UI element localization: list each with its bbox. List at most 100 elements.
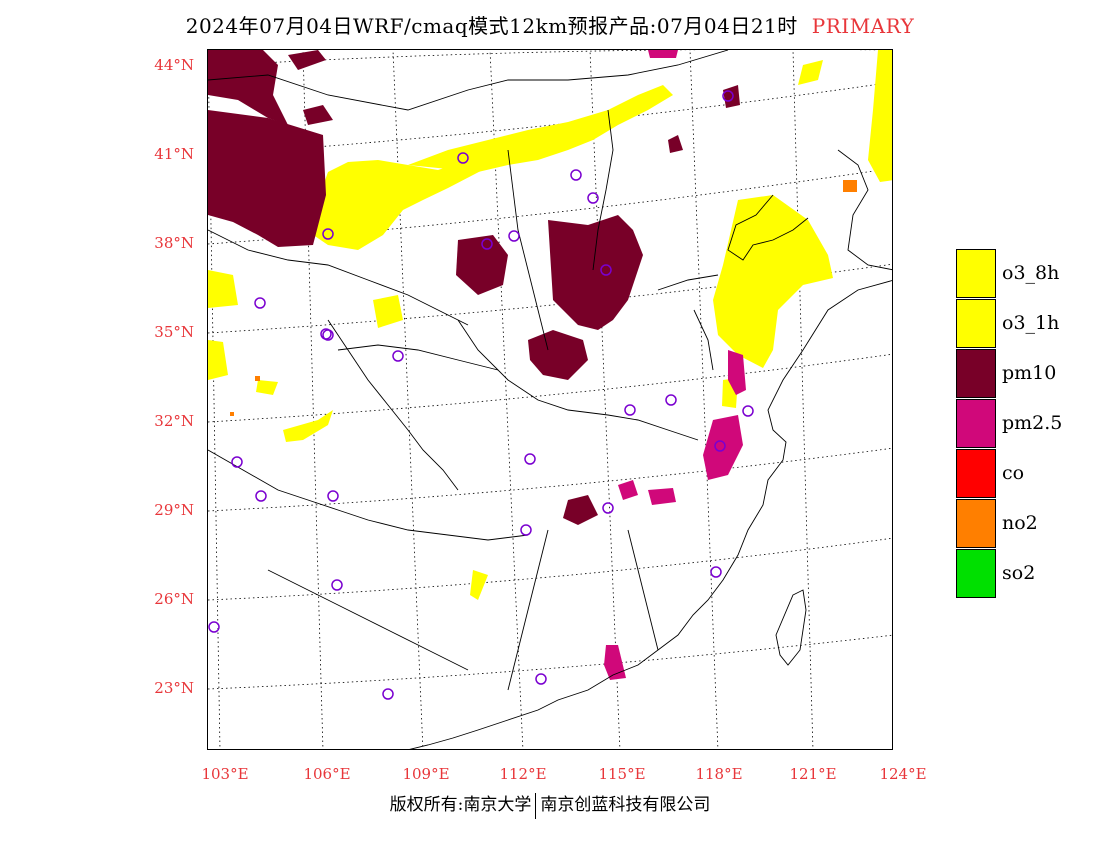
- coastline: [409, 280, 892, 749]
- meridian-118: [689, 50, 719, 749]
- station-marker: [322, 228, 334, 240]
- station-marker: [392, 350, 404, 362]
- provincial-12: [657, 274, 719, 291]
- lat-label-41: 41°N: [154, 145, 194, 163]
- meridian-121: [792, 50, 814, 749]
- no2-patch-3: [230, 412, 234, 416]
- pm25-jiangxi: [618, 480, 638, 500]
- lat-label-23: 23°N: [154, 679, 194, 697]
- pm25-shanghai: [703, 415, 743, 480]
- legend-label: so2: [1002, 562, 1036, 584]
- o3-small-4: [373, 295, 403, 328]
- provincial-4: [457, 319, 699, 441]
- station-marker: [331, 579, 343, 591]
- legend-swatch: [956, 299, 996, 348]
- copyright-separator: [535, 792, 537, 819]
- station-marker: [714, 440, 726, 452]
- o3-northeast-patch: [798, 60, 823, 85]
- o3-small-2: [256, 380, 278, 395]
- legend-row-o3-1h: o3_1h: [956, 299, 1096, 349]
- lat-label-44: 44°N: [154, 56, 194, 74]
- o3-sw-patch-2: [283, 410, 333, 442]
- station-marker: [524, 453, 536, 465]
- lon-label-118: 118°E: [695, 765, 743, 783]
- pm10-central-1: [456, 235, 508, 295]
- station-marker: [254, 297, 266, 309]
- pm25-regions: [604, 50, 746, 680]
- o3-regions: [208, 50, 892, 600]
- provincial-10: [337, 344, 499, 371]
- map-title: 2024年07月04日WRF/cmaq模式12km预报产品:07月04日21时 P…: [0, 10, 1100, 39]
- lon-label-121: 121°E: [789, 765, 837, 783]
- station-marker: [665, 394, 677, 406]
- pm10-misc-2: [303, 105, 333, 125]
- northern-border: [208, 50, 729, 111]
- title-primary-tag: PRIMARY: [811, 14, 915, 38]
- station-marker: [231, 456, 243, 468]
- title-main: 2024年07月04日WRF/cmaq模式12km预报产品:07月04日21时: [185, 14, 798, 38]
- station-marker: [508, 230, 520, 242]
- pm25-jiangsu: [728, 350, 746, 395]
- parallel-32: [208, 353, 892, 423]
- station-marker: [722, 90, 734, 102]
- o3-far-east-strip: [868, 50, 892, 182]
- o3-sw-patch-1: [208, 340, 228, 380]
- provincial-11: [693, 309, 714, 371]
- pm10-misc-1: [288, 50, 326, 70]
- pm10-regions: [208, 50, 740, 525]
- legend-row-co: co: [956, 449, 1096, 499]
- lat-label-35: 35°N: [154, 323, 194, 341]
- pm25-guangdong: [604, 645, 626, 680]
- legend-label: pm10: [1002, 362, 1057, 384]
- lon-label-106: 106°E: [303, 765, 351, 783]
- legend-label: o3_1h: [1002, 312, 1060, 334]
- legend-row-so2: so2: [956, 549, 1096, 599]
- no2-regions: [230, 180, 857, 416]
- station-marker: [570, 169, 582, 181]
- taiwan: [775, 589, 807, 666]
- boundaries: [208, 50, 892, 749]
- legend-label: no2: [1002, 512, 1038, 534]
- parallel-26: [208, 537, 892, 601]
- provincial-3: [208, 449, 529, 541]
- stations: [208, 90, 754, 700]
- pm10-hebei-shanxi: [548, 215, 643, 330]
- lon-label-112: 112°E: [499, 765, 547, 783]
- station-marker: [600, 264, 612, 276]
- lon-label-115: 115°E: [598, 765, 646, 783]
- legend-swatch: [956, 449, 996, 498]
- parallel-38: [208, 167, 892, 245]
- no2-patch-1: [843, 180, 857, 192]
- station-marker: [602, 502, 614, 514]
- station-marker: [481, 238, 493, 250]
- map-svg: [208, 50, 892, 749]
- legend-row-pm10: pm10: [956, 349, 1096, 399]
- provincial-6: [592, 109, 614, 271]
- station-marker: [457, 152, 469, 164]
- pm10-north-strip: [208, 50, 288, 125]
- no2-patch-2: [255, 376, 260, 381]
- pm10-misc-4: [723, 85, 740, 108]
- lon-label-124: 124°E: [879, 765, 927, 783]
- station-marker: [320, 328, 332, 340]
- o3-west-lower: [208, 270, 238, 308]
- parallel-23: [208, 634, 892, 690]
- legend-row-pm25: pm2.5: [956, 399, 1096, 449]
- o3-small-1: [470, 570, 488, 600]
- station-marker: [587, 192, 599, 204]
- legend-label: pm2.5: [1002, 412, 1063, 434]
- lat-label-29: 29°N: [154, 501, 194, 519]
- provincial-2: [327, 319, 459, 491]
- korea-coast: [837, 149, 892, 271]
- pm10-henan: [528, 330, 588, 380]
- pm25-misc-1: [648, 50, 678, 58]
- station-marker: [624, 404, 636, 416]
- station-marker: [255, 490, 267, 502]
- legend-label: o3_8h: [1002, 262, 1060, 284]
- lon-label-103: 103°E: [201, 765, 249, 783]
- map-panel: [207, 49, 893, 750]
- station-marker: [535, 673, 547, 685]
- pm10-northwest-block: [208, 110, 326, 247]
- legend-swatch: [956, 499, 996, 548]
- legend-swatch: [956, 249, 996, 298]
